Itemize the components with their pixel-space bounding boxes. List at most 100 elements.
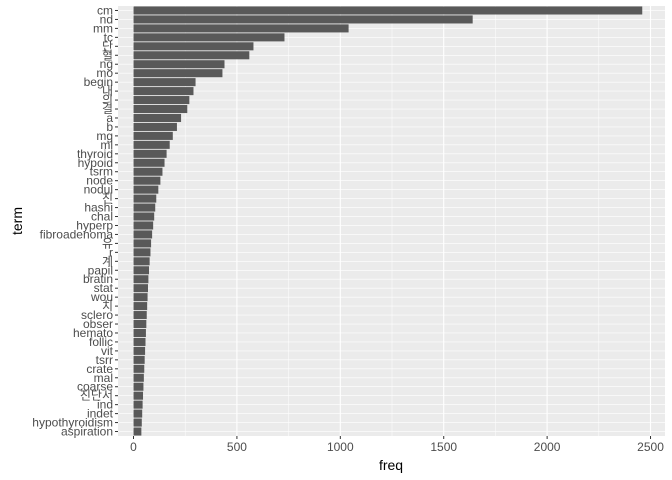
x-tick-label: 1000 [327,440,354,454]
bar [133,373,144,382]
y-tick-label: chal [91,210,113,224]
y-tick-label: mm [93,21,113,35]
y-tick-label: aspiration [61,425,113,439]
y-tick-label: 유 [102,236,113,250]
bar [133,275,149,284]
bar [133,364,145,373]
bar [133,122,177,131]
x-axis-ticks: 0 500 1000 1500 2000 2500 [130,436,664,454]
y-axis-title: term [9,207,25,235]
y-tick-label: 결 [102,102,113,116]
x-tick-label: 0 [130,440,137,454]
y-tick-label: begin [84,75,113,89]
bar [133,328,146,338]
y-tick-label: mal [94,371,113,385]
y-tick-label: 진 [102,192,113,206]
bar [133,427,142,436]
y-tick-label: sclero [81,308,113,322]
bar [133,6,643,15]
y-tick-label: ng [100,57,113,71]
y-tick-label: 내 [102,84,113,98]
y-tick-label: hypothyroidism [32,416,113,430]
bar [133,140,170,149]
bar [133,382,144,391]
y-tick-label: tsrr [96,353,113,367]
bar [133,337,146,346]
y-tick-label: bratin [83,272,113,286]
bar [133,346,146,355]
plot-panel [118,6,665,436]
bar [133,284,148,293]
y-tick-label: node [86,174,113,188]
y-tick-label: 의 [102,93,113,107]
y-tick-label: 계 [102,254,113,268]
y-tick-label: nd [100,12,113,26]
bar [133,149,167,158]
bar [133,185,159,194]
bar [133,167,163,176]
bar [133,60,225,69]
bars [133,6,643,436]
x-tick-label: 500 [227,440,247,454]
bar [133,194,157,203]
bar [133,257,150,266]
bar [133,69,223,78]
y-tick-label: r [109,245,113,259]
y-tick-label: tsrm [90,165,113,179]
bar [133,293,148,302]
bar [133,302,148,311]
bar [133,319,147,329]
y-tick-label: obser [83,317,113,331]
bar [133,176,161,185]
y-tick-label: ml [100,138,113,152]
y-tick-label: crate [86,362,113,376]
y-tick-label: mg [96,129,113,143]
bar [133,355,145,364]
bar [133,266,150,275]
bar [133,158,165,167]
y-tick-label: fibroadenoma [40,227,114,241]
y-tick-label: thyroid [77,147,113,161]
y-tick-label: follic [89,335,113,349]
y-tick-label: 단 [102,39,113,53]
bar [133,248,151,257]
y-tick-label: a [106,111,113,125]
bar [133,104,188,114]
y-tick-label: mo [96,66,113,80]
bar [133,400,143,409]
bar [133,239,152,248]
y-tick-label: ind [97,398,113,412]
y-tick-label: 치 [102,299,113,313]
bar [133,212,155,221]
y-tick-label: vit [101,344,114,358]
y-tick-label: nodul [84,183,113,197]
bar [133,203,156,212]
bar [133,230,153,239]
y-tick-label: hemato [73,326,113,340]
bar [133,15,473,24]
y-tick-label: coarse [77,380,113,394]
y-tick-label: b [106,120,113,134]
y-tick-label: indet [87,407,114,421]
y-tick-label: 진단서 [80,389,113,403]
y-tick-label: tc [104,30,113,44]
y-tick-label: cm [97,3,113,17]
x-tick-label: 2500 [637,440,664,454]
bar [133,87,194,96]
bar [133,42,254,51]
bar [133,221,154,230]
y-tick-label: hashi [84,201,113,215]
bar [133,78,196,87]
bar [133,113,182,123]
y-tick-label: stat [94,281,114,295]
y-tick-label: hypoid [78,156,113,170]
bar [133,409,143,418]
y-tick-label: papil [88,263,113,277]
bar [133,391,144,400]
x-axis-title: freq [379,457,403,473]
bar [133,24,349,33]
bar [133,131,173,140]
y-tick-label: wou [90,290,113,304]
bar [133,311,147,320]
